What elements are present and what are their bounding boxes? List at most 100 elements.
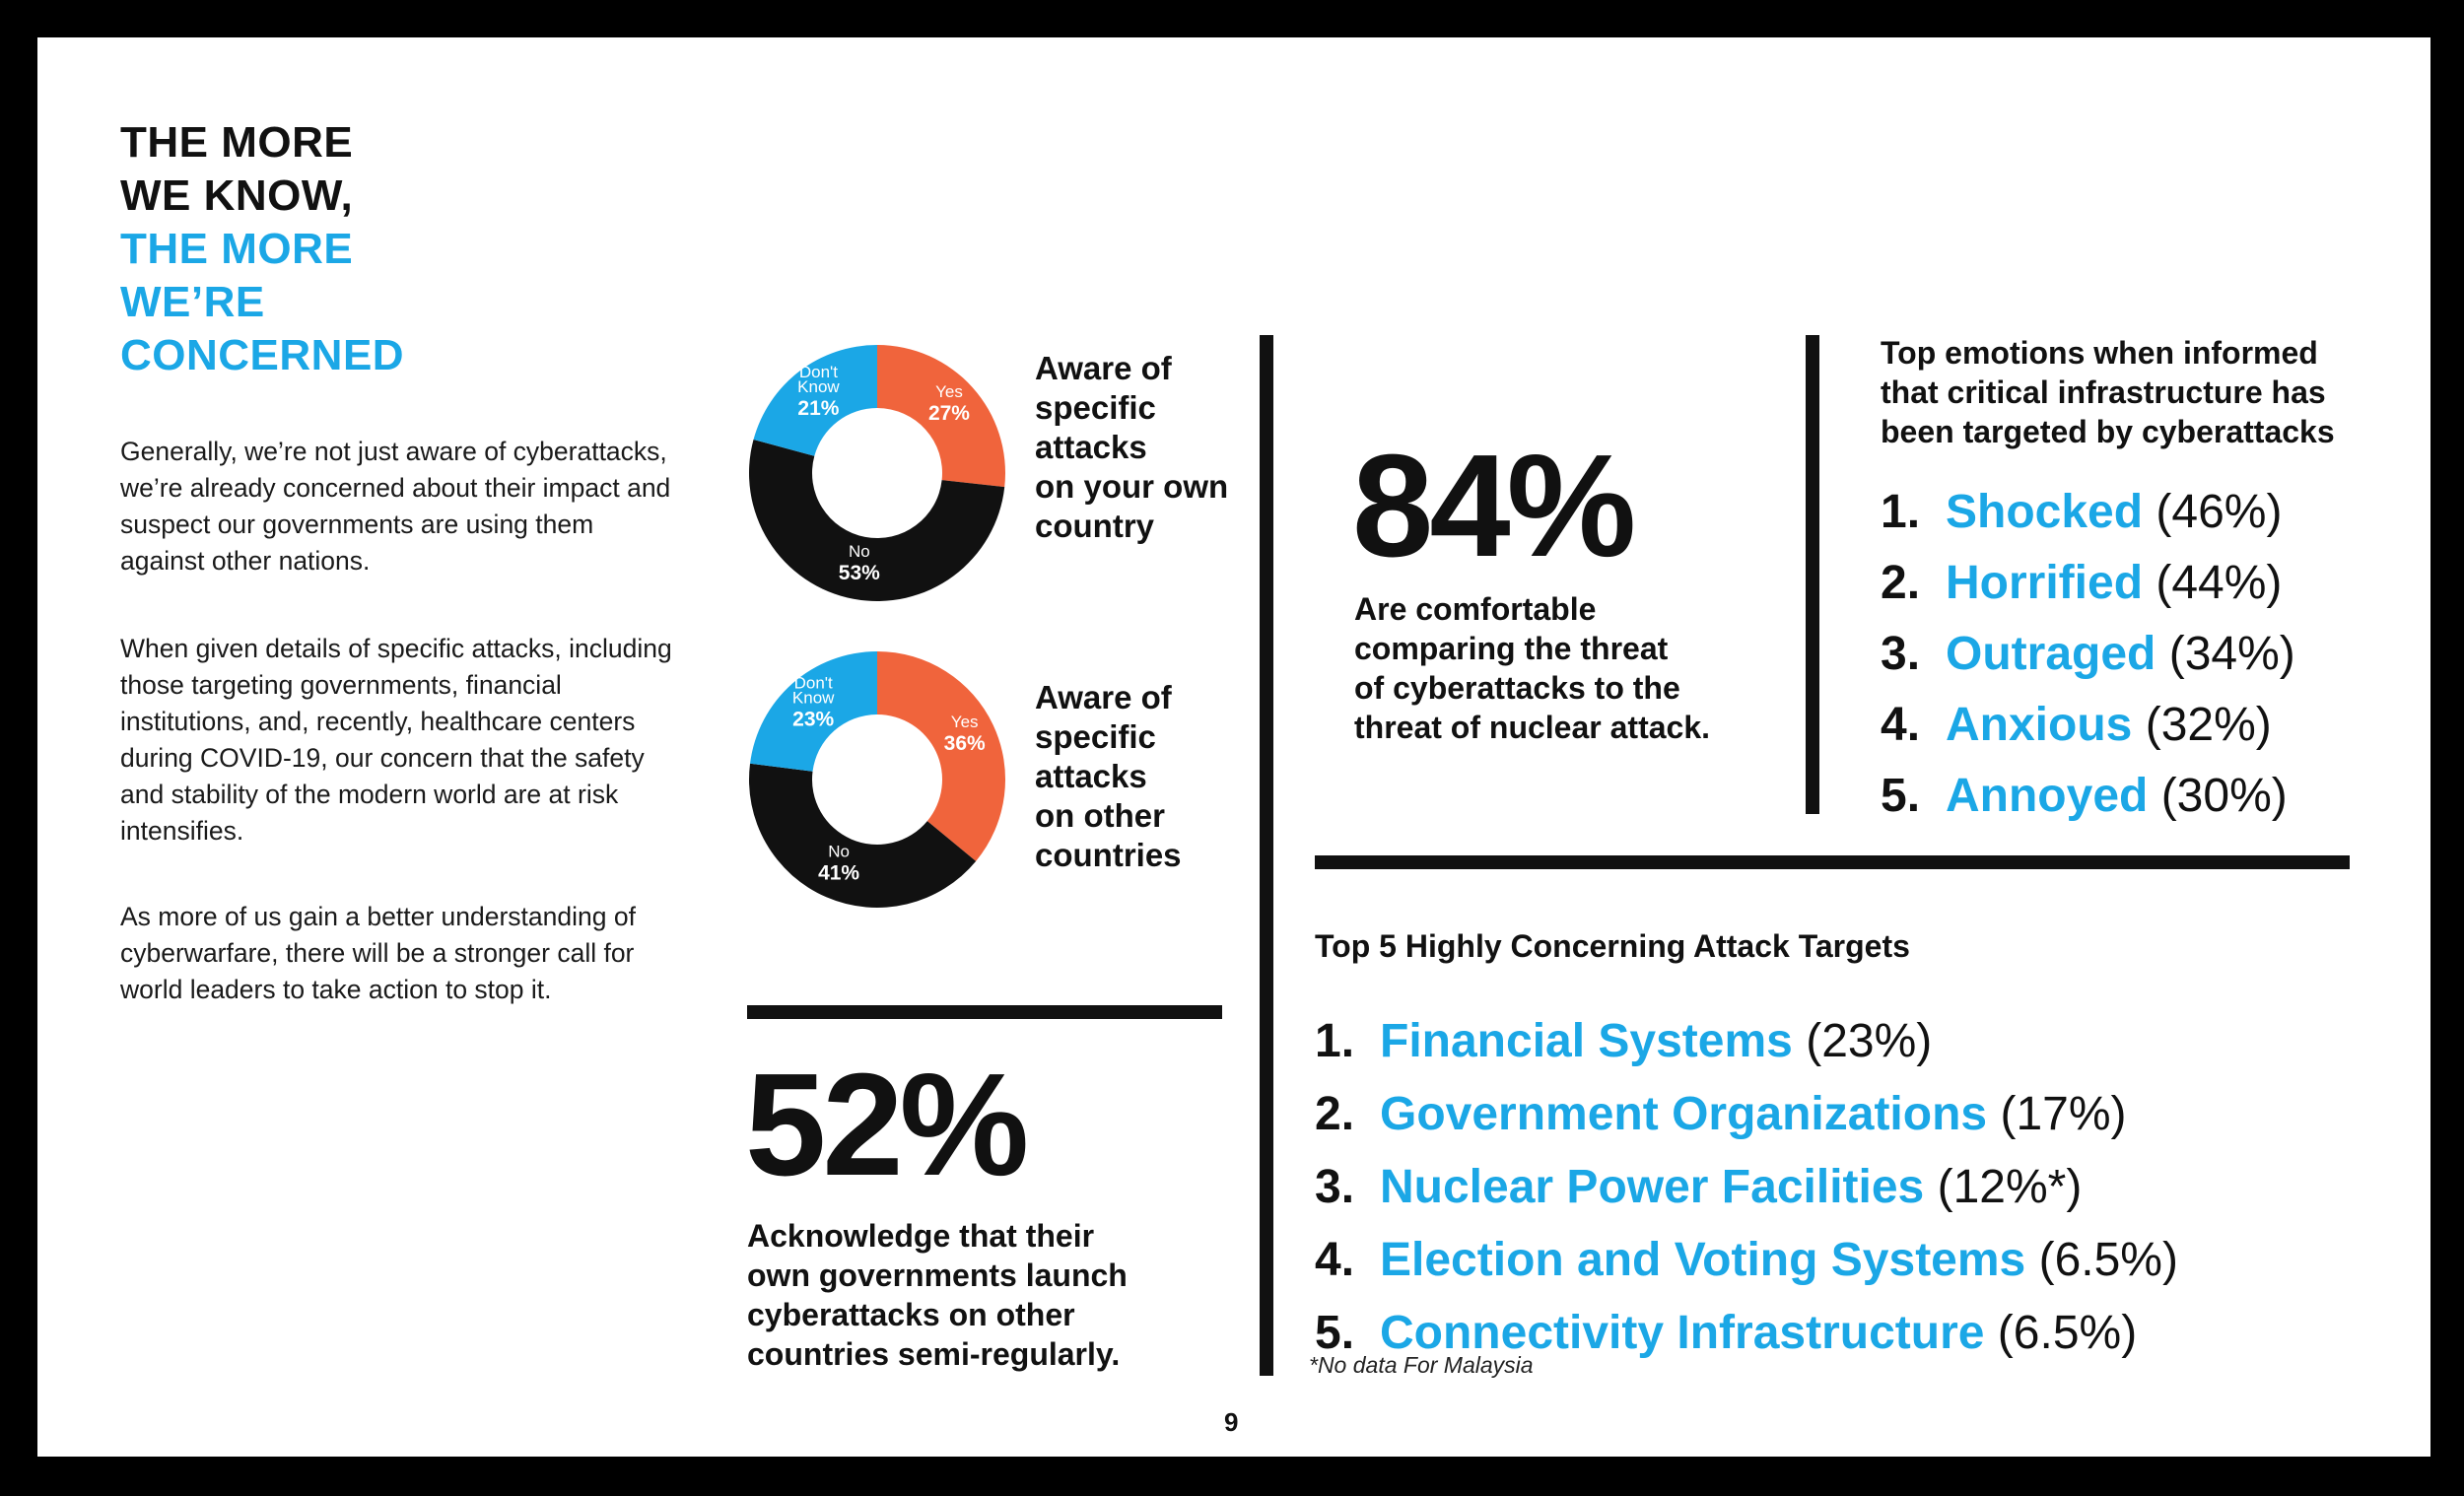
list-item: 1. Shocked (46%)	[1881, 477, 2295, 548]
caption-line: comparing the threat	[1354, 631, 1669, 666]
donut-caption-other-countries: Aware of specific attacks on other count…	[1035, 678, 1182, 875]
report-page: THE MORE WE KNOW, THE MORE WE’RE CONCERN…	[37, 37, 2430, 1457]
slice-label-text: Know	[792, 688, 835, 707]
list-label: Anxious	[1946, 699, 2133, 751]
list-percent: (17%)	[2000, 1088, 2127, 1140]
list-item: 4. Anxious (32%)	[1881, 690, 2295, 761]
slice-value-text: 41%	[818, 861, 859, 884]
caption-line: Are comfortable	[1354, 591, 1597, 627]
slice-value-text: 23%	[792, 708, 834, 730]
list-item: 5. Annoyed (30%)	[1881, 761, 2295, 832]
list-percent: (32%)	[2145, 699, 2272, 751]
caption-line: on other	[1035, 797, 1165, 834]
caption-line: countries	[1035, 837, 1182, 873]
caption-line: own governments launch	[747, 1258, 1128, 1293]
list-label: Government Organizations	[1380, 1088, 1988, 1140]
heading-line: that critical infrastructure has	[1881, 374, 2326, 410]
caption-line: countries semi-regularly.	[747, 1336, 1121, 1372]
list-number: 4.	[1881, 699, 1921, 751]
list-number: 3.	[1315, 1161, 1355, 1213]
slice-label-text: No	[828, 842, 850, 860]
stat-84-caption: Are comfortable comparing the threat of …	[1354, 589, 1710, 747]
divider-bar	[747, 1005, 1222, 1019]
list-number: 1.	[1315, 1015, 1355, 1067]
list-percent: (46%)	[2156, 486, 2283, 538]
list-percent: (34%)	[2168, 628, 2295, 680]
heading-line: Top emotions when informed	[1881, 335, 2318, 371]
targets-heading: Top 5 Highly Concerning Attack Targets	[1315, 928, 1910, 964]
list-number: 1.	[1881, 486, 1921, 538]
list-number: 5.	[1315, 1307, 1355, 1359]
title-line: THE MORE	[120, 118, 354, 167]
caption-line: Acknowledge that their	[747, 1218, 1095, 1254]
list-percent: (23%)	[1806, 1015, 1933, 1067]
slice-label-text: No	[849, 542, 870, 561]
list-percent: (30%)	[2160, 770, 2288, 822]
footnote: *No data For Malaysia	[1309, 1352, 1534, 1378]
caption-line: attacks	[1035, 429, 1147, 465]
slice-value-text: 21%	[797, 397, 839, 420]
list-number: 2.	[1881, 557, 1921, 609]
donut-slice-don-t-know	[753, 345, 877, 456]
caption-line: specific	[1035, 718, 1156, 755]
list-percent: (12%*)	[1937, 1161, 2083, 1213]
stat-84-value: 84%	[1352, 425, 1636, 587]
slice-label-text: Don't	[794, 673, 833, 692]
list-label: Election and Voting Systems	[1380, 1234, 2026, 1286]
donut-slice-don-t-know	[750, 651, 877, 772]
list-percent: (6.5%)	[2038, 1234, 2178, 1286]
caption-line: threat of nuclear attack.	[1354, 710, 1710, 745]
body-paragraph-2: When given details of specific attacks, …	[120, 634, 672, 846]
body-paragraph-3: As more of us gain a better understandin…	[120, 902, 636, 1004]
title-line-accent: WE’RE	[120, 278, 265, 326]
slice-label-text: Yes	[935, 382, 963, 401]
title-line: WE KNOW,	[120, 171, 354, 220]
divider-bar-right	[1315, 855, 2350, 869]
slice-value-text: 53%	[839, 562, 880, 584]
list-percent: (44%)	[2156, 557, 2283, 609]
list-number: 5.	[1881, 770, 1921, 822]
list-label: Financial Systems	[1380, 1015, 1793, 1067]
list-label: Outraged	[1946, 628, 2156, 680]
list-label: Shocked	[1946, 486, 2144, 538]
list-item: 5. Connectivity Infrastructure (6.5%)	[1315, 1297, 2178, 1370]
caption-line: country	[1035, 508, 1155, 544]
slice-label-text: Don't	[799, 363, 838, 381]
targets-list: 1. Financial Systems (23%) 2. Government O…	[1315, 1005, 2178, 1370]
donut-caption-own-country: Aware of specific attacks on your own co…	[1035, 349, 1228, 546]
slice-label-text: Know	[797, 377, 840, 396]
vertical-divider-right	[1806, 335, 1819, 814]
heading-line: been targeted by cyberattacks	[1881, 414, 2335, 449]
list-label: Horrified	[1946, 557, 2144, 609]
list-number: 4.	[1315, 1234, 1355, 1286]
caption-line: Aware of	[1035, 679, 1172, 715]
emotions-list: 1. Shocked (46%) 2. Horrified (44%) 3. Outr…	[1881, 477, 2295, 832]
title-line-accent: THE MORE	[120, 225, 354, 273]
list-item: 4. Election and Voting Systems (6.5%)	[1315, 1224, 2178, 1297]
donut-slice-no	[749, 763, 977, 908]
caption-line: Aware of	[1035, 350, 1172, 386]
slice-label-text: Yes	[951, 713, 979, 731]
stat-52-value: 52%	[745, 1044, 1029, 1206]
title-line-accent: CONCERNED	[120, 331, 405, 379]
list-label: Nuclear Power Facilities	[1380, 1161, 1925, 1213]
slice-value-text: 36%	[944, 732, 986, 755]
page-title: THE MORE WE KNOW, THE MORE WE’RE CONCERN…	[120, 116, 404, 382]
caption-line: specific	[1035, 389, 1156, 426]
list-label: Annoyed	[1946, 770, 2149, 822]
caption-line: cyberattacks on other	[747, 1297, 1075, 1332]
page-number: 9	[1224, 1407, 1239, 1437]
list-number: 3.	[1881, 628, 1921, 680]
list-item: 1. Financial Systems (23%)	[1315, 1005, 2178, 1078]
donut-slice-yes	[877, 651, 1005, 861]
donut-slice-yes	[877, 345, 1005, 488]
donut-slice-no	[748, 440, 1005, 602]
list-item: 3. Nuclear Power Facilities (12%*)	[1315, 1151, 2178, 1224]
list-item: 2. Horrified (44%)	[1881, 548, 2295, 619]
